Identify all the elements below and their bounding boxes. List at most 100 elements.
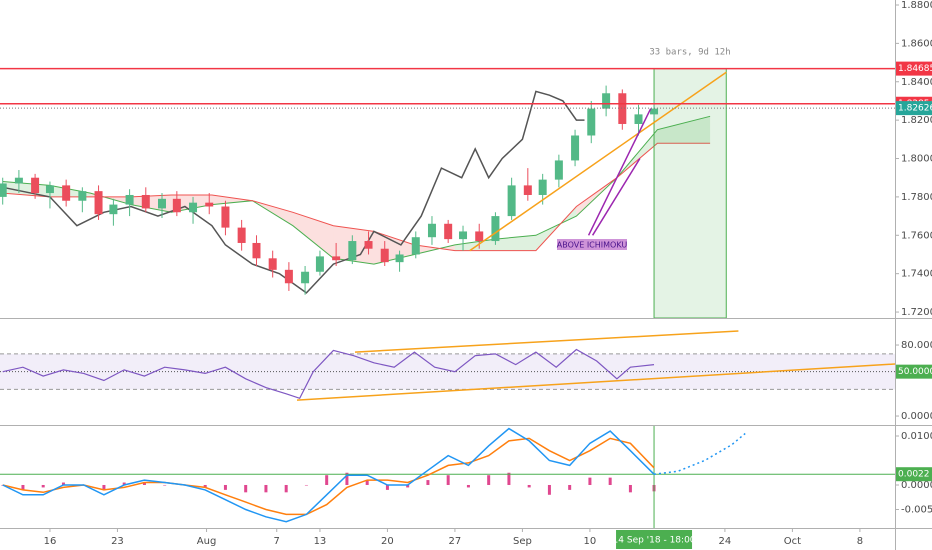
- candle-body: [587, 108, 596, 136]
- candle-body: [475, 231, 484, 242]
- histogram-bar: [547, 484, 551, 495]
- histogram-bar: [41, 484, 45, 488]
- trendline: [587, 108, 652, 236]
- x-tick-label: 7: [274, 536, 280, 547]
- histogram-bar: [568, 484, 572, 490]
- candle-body: [459, 231, 468, 240]
- cloud: [454, 239, 496, 251]
- histogram-bar: [102, 484, 106, 490]
- candle-body: [571, 135, 580, 161]
- cursor-label: 14 Sep '18 - 18:00: [613, 536, 696, 546]
- candle-body: [141, 194, 150, 209]
- cloud: [90, 193, 131, 205]
- signal-line: [2, 437, 655, 516]
- price-tag-label: 0.0022: [898, 470, 930, 480]
- candle-body: [237, 227, 246, 243]
- histogram-bar: [507, 472, 511, 485]
- histogram-bar: [608, 477, 612, 485]
- span-b: [2, 142, 711, 252]
- candle-body: [634, 114, 643, 124]
- candle-body: [0, 183, 7, 197]
- histogram-bar: [142, 482, 146, 485]
- candle-body: [62, 185, 71, 201]
- histogram-bar: [588, 477, 592, 485]
- trendline: [469, 71, 727, 252]
- candle-body: [507, 185, 516, 217]
- candle-body: [348, 241, 357, 261]
- histogram-bar: [446, 475, 450, 485]
- y-tick-label: 1.72000: [901, 307, 932, 318]
- x-tick-label: Aug: [197, 536, 217, 547]
- trendline: [296, 363, 895, 401]
- candle-body: [332, 256, 341, 261]
- y-tick-label: 1.74000: [901, 269, 932, 280]
- candle-body: [554, 160, 563, 180]
- price-pane: [0, 67, 895, 318]
- y-tick-label: 1.84000: [901, 77, 932, 88]
- span-a: [2, 115, 711, 265]
- histogram-bar: [264, 484, 268, 493]
- histogram-bar: [21, 484, 25, 490]
- trendline: [354, 330, 739, 353]
- histogram-bar: [466, 484, 470, 488]
- trendline: [591, 158, 641, 236]
- histogram-bar: [325, 475, 329, 485]
- histogram-bar: [426, 480, 430, 485]
- candle-body: [491, 216, 500, 242]
- price-tag: [896, 101, 932, 116]
- x-tick-label: 16: [44, 536, 57, 547]
- x-tick-label: 20: [381, 536, 394, 547]
- candle-body: [538, 179, 547, 195]
- candle-body: [427, 223, 436, 238]
- price-tag-label: 50.0000: [898, 367, 932, 377]
- candle-body: [411, 237, 420, 255]
- histogram-bar: [527, 484, 531, 488]
- price-tag: [896, 467, 932, 482]
- x-tick-label: Oct: [784, 536, 801, 547]
- candle-body: [315, 256, 324, 272]
- x-tick-label: 23: [111, 536, 124, 547]
- histogram-bar: [284, 484, 288, 493]
- projection: [653, 432, 746, 475]
- histogram-bar: [365, 480, 369, 485]
- cloud: [495, 235, 536, 251]
- y-tick-label: 1.86000: [901, 38, 932, 49]
- y-tick-label: 1.78000: [901, 192, 932, 203]
- candle-body: [94, 191, 103, 215]
- rsi-line: [2, 348, 655, 400]
- histogram-bar: [345, 472, 349, 485]
- histogram-bar: [304, 484, 308, 486]
- note-bg: [557, 239, 627, 250]
- position-box: [653, 68, 727, 318]
- candle-body: [45, 185, 54, 194]
- candle-body: [268, 258, 277, 270]
- candle-body: [78, 191, 87, 201]
- candle-body: [444, 223, 453, 240]
- candle-body: [14, 177, 23, 184]
- cloud: [657, 116, 711, 144]
- measure-label: 33 bars, 9d 12h: [649, 48, 730, 58]
- candle-body: [31, 177, 40, 194]
- y-tick-label: 1.80000: [901, 154, 932, 165]
- price-tag-label: 1.84685: [898, 64, 932, 74]
- candle-body: [395, 254, 404, 263]
- candle-body: [189, 202, 198, 213]
- candle-body: [109, 204, 118, 215]
- x-tick-label: 8: [857, 536, 863, 547]
- histogram-bar: [163, 484, 167, 486]
- histogram-bar: [385, 484, 389, 490]
- candle-body: [125, 194, 134, 205]
- price-tag-label: 1.82626: [898, 104, 932, 114]
- cursor-tag: [616, 530, 693, 549]
- candle-body: [301, 271, 310, 284]
- cloud: [211, 195, 253, 205]
- macd-pane: [0, 426, 895, 528]
- histogram-bar: [406, 484, 410, 488]
- candle-body: [172, 198, 181, 213]
- candle-body: [364, 241, 373, 249]
- y-tick-label: 1.82000: [901, 115, 932, 126]
